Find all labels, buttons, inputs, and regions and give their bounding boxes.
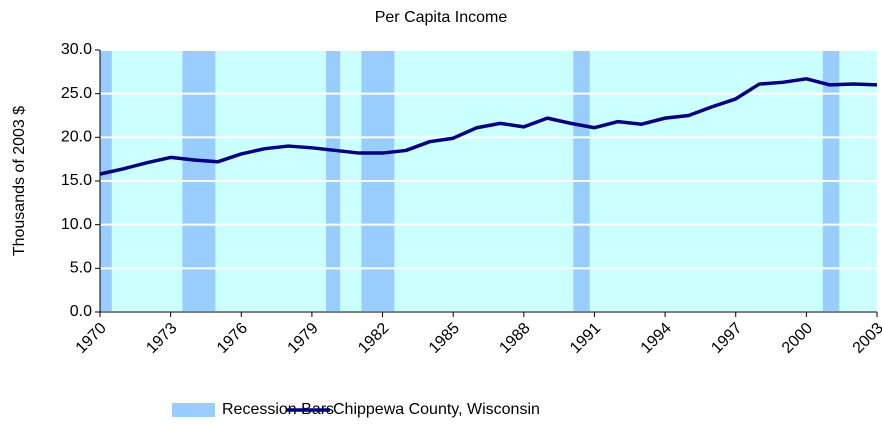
data-line <box>99 77 878 176</box>
y-tick-label: 25.0 <box>61 85 92 102</box>
y-tick-label: 15.0 <box>61 172 92 189</box>
x-tick-label: 1979 <box>285 320 322 357</box>
x-tick-label: 1988 <box>496 320 533 357</box>
x-tick-label: 1982 <box>355 320 392 357</box>
x-tick-label: 2003 <box>850 320 882 357</box>
y-tick-label: 20.0 <box>61 129 92 146</box>
y-axis-title: Thousands of 2003 $ <box>11 106 28 256</box>
y-tick-label: 5.0 <box>70 260 92 277</box>
x-tick-label: 1976 <box>214 320 251 357</box>
x-tick-label: 1997 <box>708 320 745 357</box>
y-tick-label: 10.0 <box>61 216 92 233</box>
x-tick-label: 1973 <box>143 320 180 357</box>
legend-swatch <box>172 403 215 417</box>
legend-label: Recession Bars <box>222 401 334 418</box>
x-tick-label: 1985 <box>426 320 463 357</box>
legend-label: Chippewa County, Wisconsin <box>333 401 540 418</box>
y-tick-label: 30.0 <box>61 41 92 58</box>
x-tick-label: 1991 <box>567 320 604 357</box>
x-tick-label: 1970 <box>73 320 110 357</box>
chart-title: Per Capita Income <box>375 9 508 26</box>
y-tick-label: 0.0 <box>70 303 92 320</box>
x-tick-label: 1994 <box>638 320 675 357</box>
x-tick-label: 2000 <box>779 320 816 357</box>
